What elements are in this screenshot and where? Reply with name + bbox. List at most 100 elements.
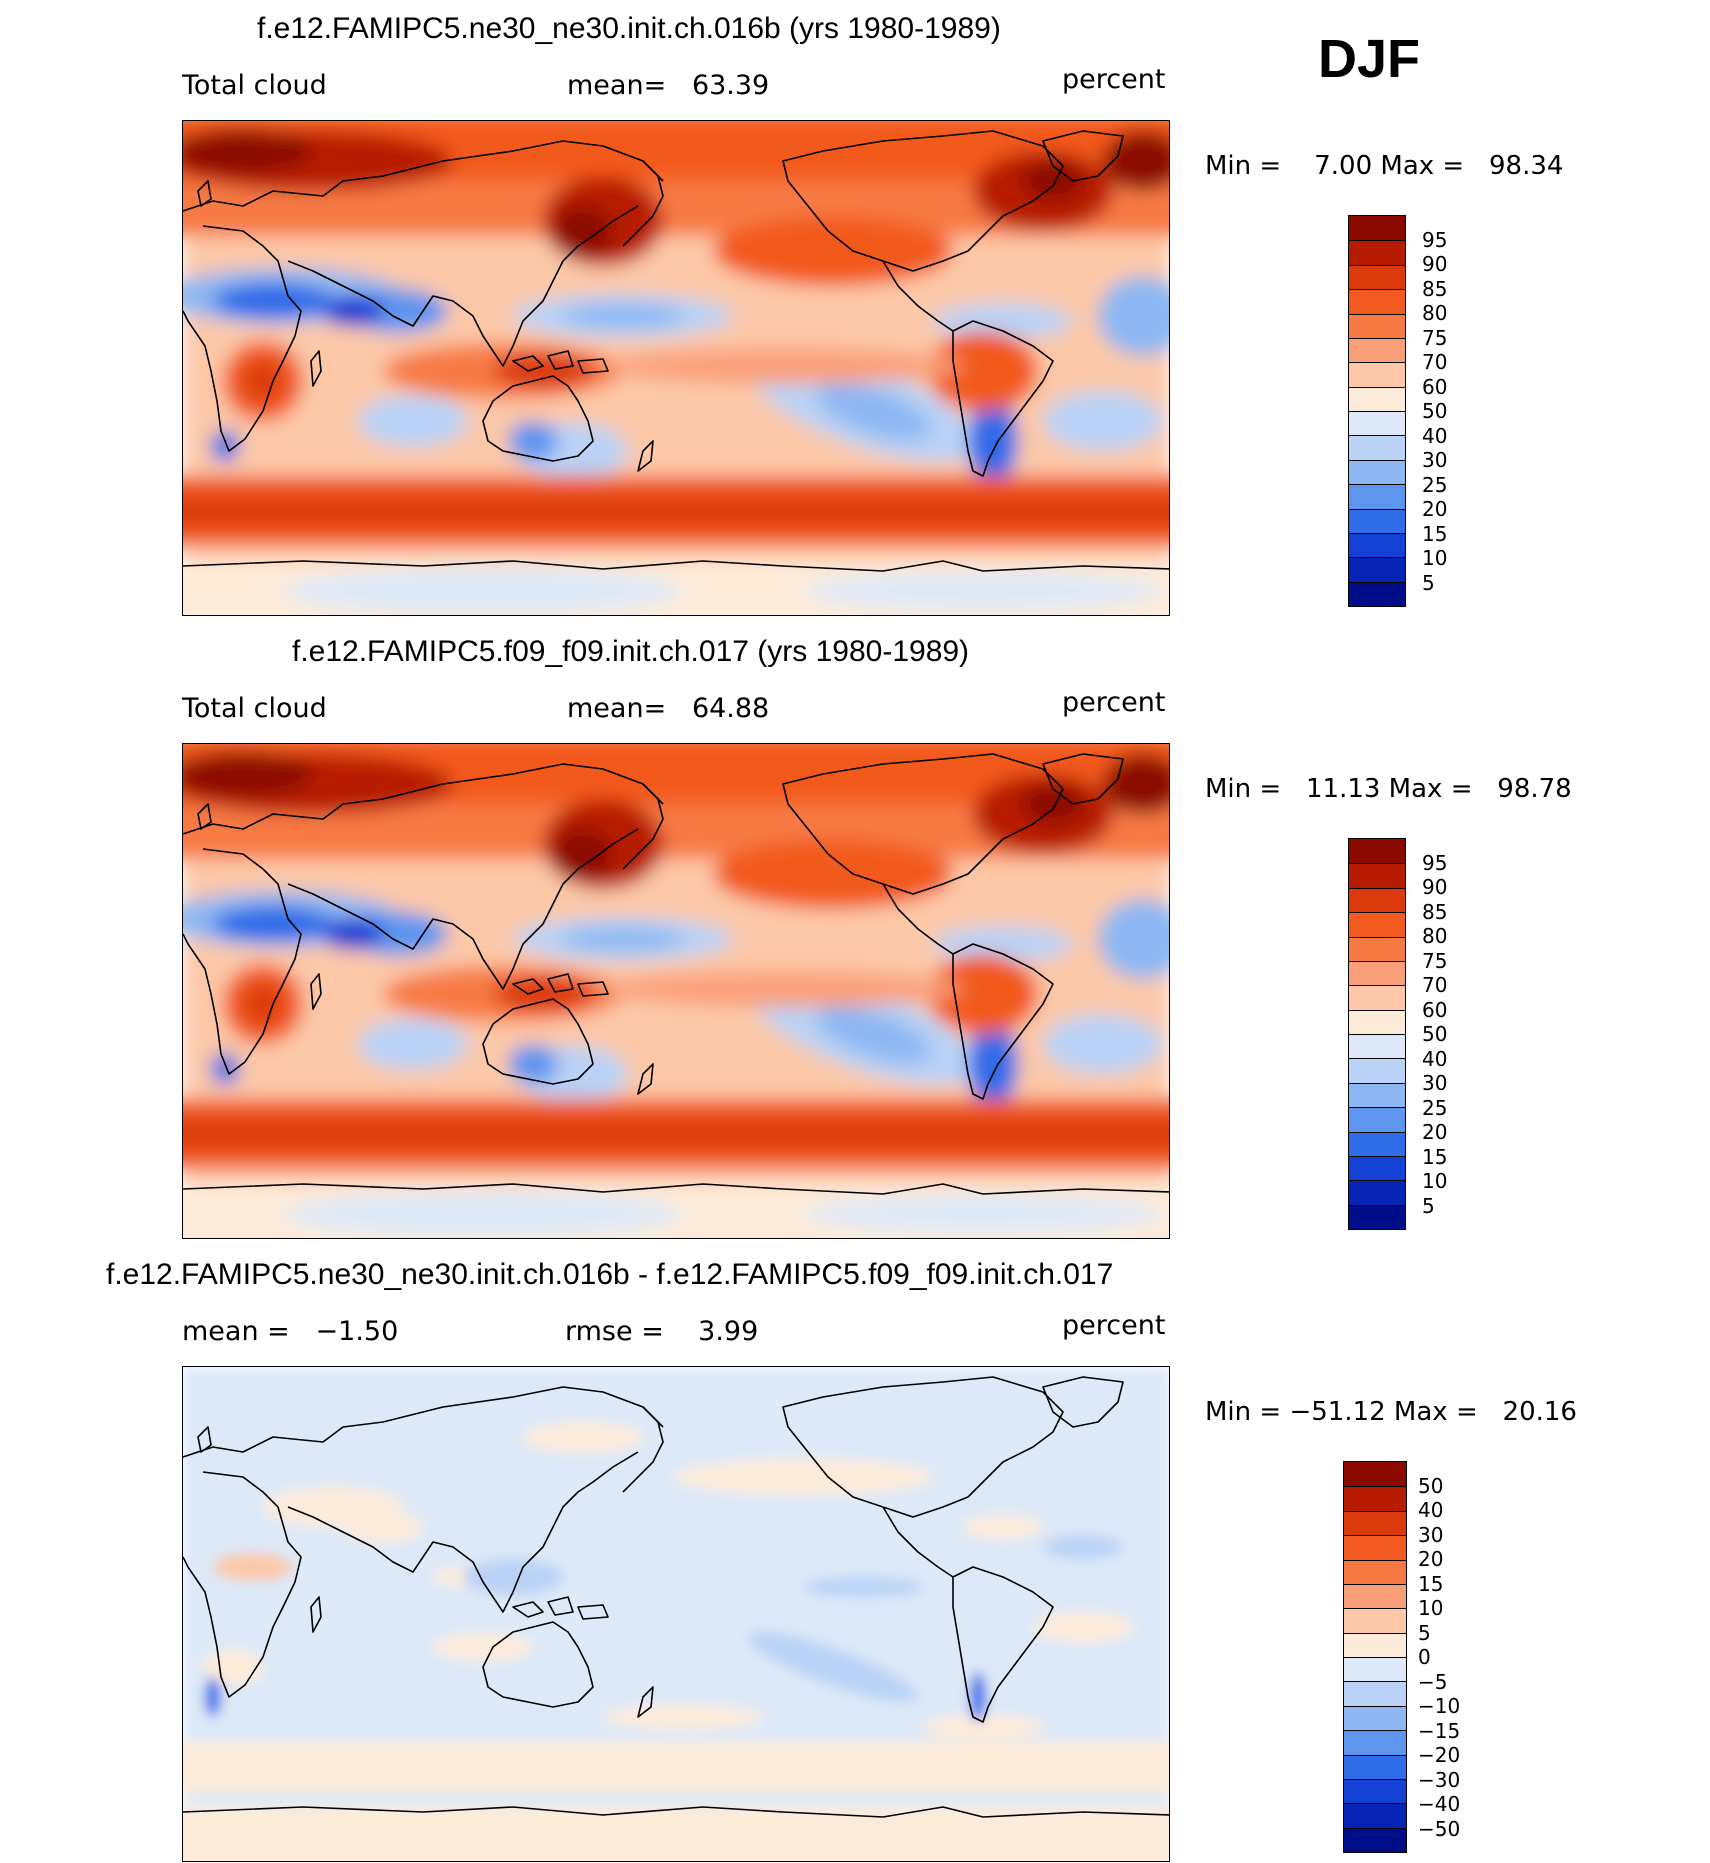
- colorbar-tick-label: −20: [1418, 1743, 1461, 1767]
- colorbar-tick-label: 90: [1422, 252, 1448, 276]
- colorbar-tick-label: 25: [1422, 472, 1448, 497]
- colorbar-tick-label: 75: [1422, 325, 1448, 350]
- colorbar-tick-label: −30: [1418, 1767, 1461, 1792]
- colorbar-tick-label: 60: [1422, 997, 1448, 1022]
- colorbar-swatch: [1344, 1632, 1406, 1657]
- colorbar-tick-label: 95: [1422, 227, 1448, 252]
- colorbar-swatch: [1349, 1034, 1405, 1059]
- colorbar-tick-label: 85: [1422, 276, 1448, 301]
- season-label: DJF: [1318, 29, 1421, 89]
- colorbar-tick-label: 70: [1422, 973, 1448, 997]
- colorbar-swatch: [1349, 313, 1405, 338]
- colorbar-tick-label: 30: [1422, 448, 1448, 472]
- map-field: [183, 121, 1169, 615]
- panel-1-minmax: Min = 7.00 Max = 98.34: [1205, 151, 1564, 181]
- panel-3-mean-label: mean = −1.50: [182, 1316, 399, 1347]
- colorbar-swatch: [1344, 1681, 1406, 1706]
- colorbar-tick-label: 5: [1422, 1193, 1435, 1218]
- colorbar-swatch: [1344, 1608, 1406, 1633]
- colorbar-tick-label: 20: [1422, 497, 1448, 521]
- colorbar-tick-label: 10: [1418, 1596, 1444, 1620]
- colorbar-tick-label: 10: [1422, 546, 1448, 570]
- colorbar-swatch: [1344, 1462, 1406, 1487]
- colorbar-swatch: [1349, 1107, 1405, 1132]
- colorbar-tick-label: −15: [1418, 1718, 1461, 1743]
- colorbar-swatch: [1344, 1583, 1406, 1609]
- colorbar-swatch: [1344, 1559, 1406, 1584]
- colorbar-tick-label: 50: [1418, 1473, 1444, 1498]
- colorbar-tick-label: 5: [1418, 1620, 1431, 1645]
- colorbar-swatch: [1349, 839, 1405, 864]
- colorbar-swatch: [1349, 1155, 1405, 1181]
- panel-2-variable-label: Total cloud: [182, 693, 327, 724]
- panel-1-units-label: percent: [1062, 64, 1166, 95]
- colorbar-swatch: [1349, 484, 1405, 509]
- colorbar-tick-label: 75: [1422, 948, 1448, 973]
- colorbar-swatch: [1349, 240, 1405, 265]
- colorbar-swatch: [1344, 1535, 1406, 1560]
- colorbar-swatch: [1344, 1778, 1406, 1804]
- panel-2-colorbar: [1348, 838, 1406, 1230]
- colorbar-swatch: [1349, 435, 1405, 460]
- colorbar-swatch: [1344, 1730, 1406, 1755]
- colorbar-swatch: [1349, 1082, 1405, 1108]
- panel-2-title: f.e12.FAMIPC5.f09_f09.init.ch.017 (yrs 1…: [292, 635, 970, 668]
- colorbar-tick-label: 20: [1422, 1120, 1448, 1144]
- panel-2-map: [182, 743, 1170, 1239]
- panel-3-colorbar: [1343, 1461, 1407, 1853]
- colorbar-swatch: [1349, 411, 1405, 436]
- colorbar-swatch: [1349, 508, 1405, 533]
- colorbar-swatch: [1349, 1204, 1405, 1229]
- colorbar-tick-label: 10: [1422, 1169, 1448, 1193]
- colorbar-swatch: [1344, 1754, 1406, 1779]
- colorbar-tick-label: 30: [1422, 1071, 1448, 1095]
- panel-3-minmax: Min = −51.12 Max = 20.16: [1205, 1397, 1577, 1427]
- colorbar-swatch: [1349, 936, 1405, 961]
- colorbar-swatch: [1349, 1131, 1405, 1156]
- colorbar-tick-label: 40: [1422, 423, 1448, 448]
- map-field: [183, 1367, 1169, 1861]
- colorbar-tick-label: 95: [1422, 850, 1448, 875]
- map-field: [183, 744, 1169, 1238]
- panel-2-units-label: percent: [1062, 687, 1166, 718]
- panel-2-minmax: Min = 11.13 Max = 98.78: [1205, 774, 1572, 804]
- colorbar-swatch: [1349, 216, 1405, 241]
- panel-2-mean-label: mean= 64.88: [567, 693, 770, 724]
- colorbar-tick-label: 15: [1422, 521, 1448, 546]
- colorbar-tick-label: 5: [1422, 570, 1435, 595]
- colorbar-swatch: [1349, 264, 1405, 290]
- colorbar-swatch: [1344, 1510, 1406, 1536]
- colorbar-tick-label: −50: [1418, 1816, 1461, 1841]
- colorbar-swatch: [1349, 362, 1405, 387]
- colorbar-swatch: [1349, 887, 1405, 913]
- panel-1-variable-label: Total cloud: [182, 70, 327, 101]
- colorbar-tick-label: 50: [1422, 1022, 1448, 1046]
- colorbar-swatch: [1349, 557, 1405, 582]
- colorbar-swatch: [1349, 581, 1405, 606]
- colorbar-swatch: [1349, 386, 1405, 411]
- colorbar-tick-label: 25: [1422, 1095, 1448, 1120]
- colorbar-tick-label: 85: [1422, 899, 1448, 924]
- colorbar-swatch: [1344, 1486, 1406, 1511]
- colorbar-tick-label: 90: [1422, 875, 1448, 899]
- colorbar-tick-label: 70: [1422, 350, 1448, 374]
- colorbar-tick-label: −10: [1418, 1694, 1461, 1718]
- panel-3-map: [182, 1366, 1170, 1862]
- colorbar-tick-label: 60: [1422, 374, 1448, 399]
- colorbar-tick-label: 0: [1418, 1645, 1431, 1669]
- colorbar-tick-label: 15: [1422, 1144, 1448, 1169]
- colorbar-swatch: [1349, 459, 1405, 485]
- colorbar-swatch: [1349, 337, 1405, 363]
- colorbar-swatch: [1349, 863, 1405, 888]
- colorbar-tick-label: −5: [1418, 1669, 1448, 1694]
- panel-1-title: f.e12.FAMIPC5.ne30_ne30.init.ch.016b (yr…: [257, 12, 1001, 45]
- panel-3-rmse-label: rmse = 3.99: [565, 1316, 759, 1347]
- panel-1-colorbar: [1348, 215, 1406, 607]
- colorbar-tick-label: 40: [1418, 1498, 1444, 1522]
- colorbar-tick-label: 15: [1418, 1571, 1444, 1596]
- colorbar-tick-label: 80: [1422, 301, 1448, 325]
- colorbar-swatch: [1349, 1058, 1405, 1083]
- panel-3-units-label: percent: [1062, 1310, 1166, 1341]
- panel-1-mean-label: mean= 63.39: [567, 70, 770, 101]
- colorbar-swatch: [1349, 532, 1405, 558]
